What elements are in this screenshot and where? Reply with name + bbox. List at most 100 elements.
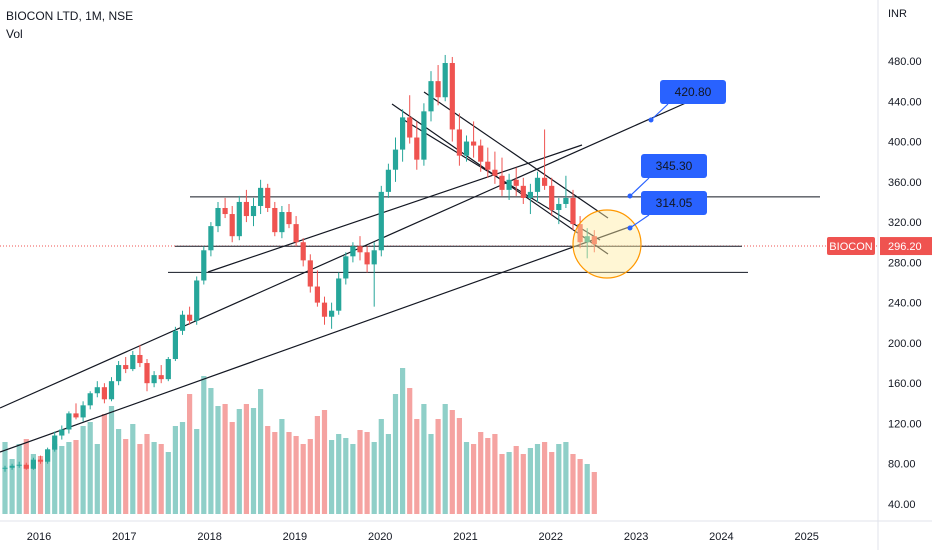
- volume-bar: [513, 446, 519, 514]
- candle-body: [286, 212, 292, 225]
- volume-bar: [392, 394, 399, 514]
- volume-bar: [549, 452, 555, 514]
- price-tick-label: 360.00: [888, 177, 922, 189]
- volume-bar: [172, 426, 178, 514]
- candle-body: [520, 185, 526, 198]
- volume-bar: [73, 440, 79, 514]
- candle-body: [357, 246, 363, 253]
- volume-bar: [385, 434, 391, 514]
- last-price-tag: [880, 237, 932, 256]
- price-tick-label: 200.00: [888, 338, 922, 350]
- candle-body: [414, 137, 420, 160]
- candle-body: [336, 278, 342, 311]
- candle-body: [492, 169, 498, 176]
- trend-line: [207, 144, 583, 273]
- candle-body: [371, 250, 377, 265]
- volume-bar: [258, 389, 264, 514]
- time-tick-label: 2025: [794, 531, 818, 543]
- volume-bar: [45, 449, 51, 514]
- volume-bar: [321, 410, 328, 514]
- volume-bar: [59, 446, 65, 514]
- volume-bar: [123, 439, 129, 514]
- candle-body: [187, 314, 193, 321]
- volume-bar: [449, 410, 455, 514]
- volume-bar: [101, 414, 107, 514]
- candle-body: [428, 81, 434, 112]
- volume-bar: [570, 454, 576, 514]
- candle-body: [116, 365, 122, 382]
- volume-indicator-label[interactable]: Vol: [6, 27, 23, 41]
- volume-bar: [563, 442, 569, 514]
- candle-body: [229, 214, 235, 237]
- volume-bar: [243, 404, 249, 514]
- volume-bar: [9, 459, 15, 514]
- highlight-ring: [572, 209, 642, 279]
- volume-bar: [187, 394, 193, 514]
- price-tick-label: 480.00: [888, 56, 922, 68]
- candle-body: [101, 387, 107, 400]
- candle-body: [449, 63, 455, 130]
- candle-body: [23, 464, 29, 469]
- volume-bar: [556, 444, 562, 514]
- time-tick-label: 2024: [709, 531, 733, 543]
- candle-body: [506, 179, 512, 190]
- candle-body: [73, 413, 79, 418]
- candle-body: [549, 185, 555, 211]
- volume-bar: [272, 432, 278, 514]
- candle-body: [2, 467, 8, 469]
- candle-body: [59, 429, 65, 436]
- volume-bar: [16, 444, 22, 514]
- volume-bar: [414, 419, 420, 514]
- volume-bar: [300, 444, 306, 514]
- candle-body: [463, 141, 470, 156]
- callout-label: 314.05: [656, 196, 693, 210]
- volume-bar: [94, 444, 100, 514]
- volume-bar: [400, 368, 406, 514]
- volume-bar: [534, 444, 541, 514]
- volume-bar: [279, 419, 285, 514]
- candle-body: [513, 179, 519, 186]
- candle-body: [329, 310, 335, 317]
- time-tick-label: 2021: [453, 531, 477, 543]
- candle-body: [144, 363, 150, 384]
- volume-bar: [471, 444, 477, 514]
- candle-body: [108, 381, 115, 400]
- candle-body: [350, 246, 356, 257]
- volume-bar: [265, 426, 271, 514]
- volume-bar: [364, 432, 370, 514]
- candle-body: [343, 256, 349, 279]
- callout-anchor: [627, 225, 633, 231]
- volume-bar: [456, 418, 462, 514]
- price-tick-label: 160.00: [888, 378, 922, 390]
- candle-body: [236, 201, 242, 237]
- candle-body: [570, 197, 576, 225]
- candle-body: [87, 393, 93, 406]
- price-tick-label: 120.00: [888, 418, 922, 430]
- volume-bar: [80, 426, 86, 514]
- volume-bar: [30, 454, 36, 514]
- callout-box: [641, 154, 707, 178]
- volume-bar: [179, 422, 186, 514]
- volume-bar: [357, 430, 363, 514]
- candle-body: [478, 145, 484, 162]
- volume-bar: [378, 419, 384, 514]
- candle-body: [194, 280, 200, 321]
- candle-body: [52, 435, 58, 450]
- candle-body: [172, 330, 178, 360]
- volume-bar: [130, 424, 136, 514]
- candle-body: [37, 459, 44, 462]
- volume-bar: [499, 454, 505, 514]
- volume-bar: [236, 409, 242, 514]
- volume-bar: [165, 452, 171, 514]
- volume-bar: [371, 442, 377, 514]
- volume-bar: [194, 429, 200, 514]
- symbol-tag: [827, 237, 875, 256]
- candle-body: [527, 191, 533, 198]
- volume-bar: [293, 436, 299, 514]
- volume-bar: [250, 408, 257, 514]
- candle-body: [215, 207, 221, 227]
- volume-bar: [584, 464, 590, 514]
- candle-body: [364, 252, 370, 265]
